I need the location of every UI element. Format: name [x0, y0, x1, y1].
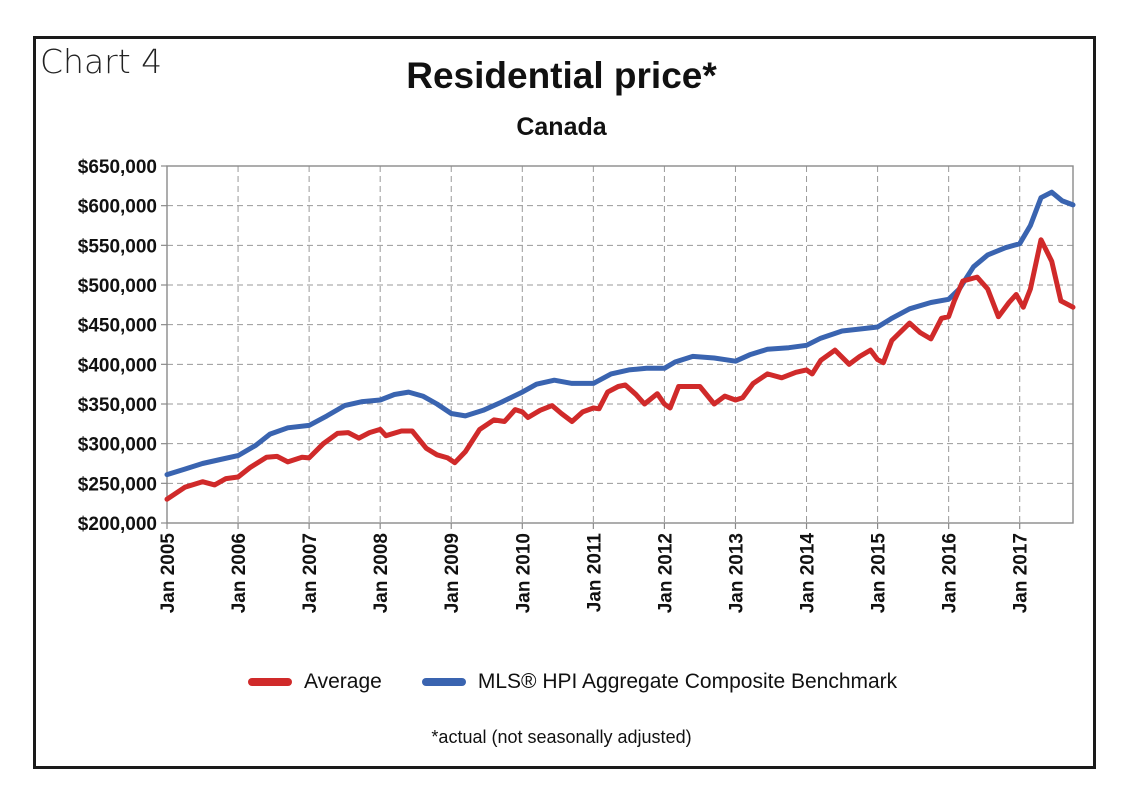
y-tick-label: $350,000	[78, 395, 157, 416]
x-tick-labels: Jan 2005 Jan 2006 Jan 2007 Jan 2008 Jan 2009…	[158, 533, 1032, 614]
x-tick-label: Jan 2006	[229, 533, 250, 613]
y-tick-label: $200,000	[78, 514, 157, 535]
series-line-benchmark	[164, 189, 1076, 478]
chart-frame	[33, 36, 1096, 769]
gridlines	[167, 165, 1073, 523]
y-tick-label: $300,000	[78, 435, 157, 456]
y-tick-label: $450,000	[78, 316, 157, 337]
axes	[161, 165, 1074, 529]
chart-title: Residential price*	[406, 55, 717, 96]
series-lines	[164, 189, 1076, 502]
x-tick-label: Jan 2017	[1011, 533, 1032, 613]
legend-label-benchmark: MLS® HPI Aggregate Composite Benchmark	[477, 670, 898, 693]
x-tick-label: Jan 2015	[869, 533, 890, 614]
y-tick-label: $500,000	[78, 276, 157, 297]
y-tick-label: $400,000	[78, 355, 157, 376]
legend-item-benchmark: MLS® HPI Aggregate Composite Benchmark	[421, 670, 898, 694]
x-tick-label: Jan 2016	[940, 533, 961, 613]
x-tick-label: Jan 2010	[513, 533, 534, 613]
chart-subtitle: Canada	[516, 113, 607, 141]
legend-label-average: Average	[304, 670, 382, 693]
y-tick-label: $650,000	[78, 157, 157, 178]
x-tick-label: Jan 2009	[442, 533, 463, 613]
y-tick-label: $550,000	[78, 236, 157, 257]
legend-swatch-average	[248, 678, 292, 686]
y-tick-label: $250,000	[78, 474, 157, 495]
x-tick-label: Jan 2014	[798, 533, 819, 614]
x-tick-label: Jan 2012	[655, 533, 676, 613]
series-line-average	[164, 237, 1076, 502]
legend-item-average: Average	[248, 670, 382, 694]
legend-swatch-benchmark	[421, 678, 466, 686]
y-tick-labels: $200,000 $250,000 $300,000 $350,000 $400,000…	[78, 157, 157, 535]
x-tick-label: Jan 2007	[300, 533, 321, 613]
legend: Average MLS® HPI Aggregate Composite Ben…	[248, 670, 937, 694]
y-tick-label: $600,000	[78, 197, 157, 218]
x-tick-label: Jan 2005	[158, 533, 179, 614]
x-tick-label: Jan 2013	[726, 533, 747, 613]
figure-label: Chart 4	[40, 42, 163, 81]
plot-area-border	[166, 165, 1074, 524]
x-tick-label: Jan 2011	[584, 533, 605, 613]
x-tick-label: Jan 2008	[371, 533, 392, 613]
footnote: *actual (not seasonally adjusted)	[431, 727, 692, 747]
